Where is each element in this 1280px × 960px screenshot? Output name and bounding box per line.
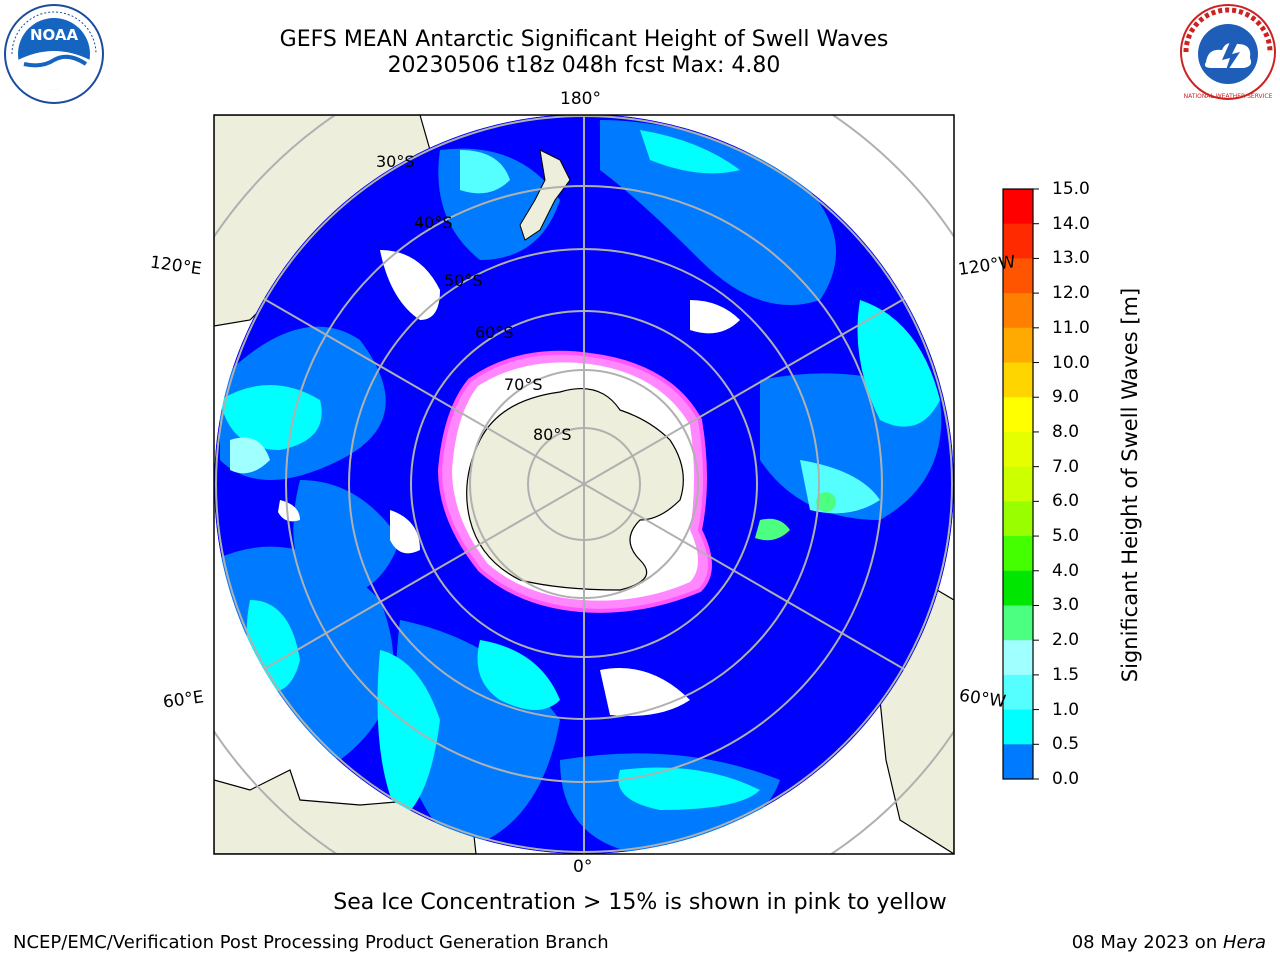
lon-label-0: 0° [573, 857, 593, 877]
chart-subtitle: 20230506 t18z 048h fcst Max: 4.80 [387, 53, 781, 78]
noaa-logo-text: NOAA [30, 26, 79, 44]
continent-africa [214, 769, 477, 854]
colorbar-segment [1003, 605, 1033, 641]
footer-host: Hera [1222, 932, 1266, 953]
lat-label-80s: 80°S [533, 425, 572, 444]
colorbar-segment [1003, 466, 1033, 502]
footer-date: 08 May 2023 on Hera [1072, 932, 1266, 953]
colorbar-segment [1003, 431, 1033, 468]
chart-title: GEFS MEAN Antarctic Significant Height o… [279, 27, 889, 52]
colorbar-tick-label: 8.0 [1052, 421, 1080, 442]
colorbar-tick-label: 15.0 [1052, 179, 1090, 199]
colorbar-segment [1003, 570, 1033, 606]
lat-label-70s: 70°S [504, 375, 543, 394]
colorbar-tick-label: 6.0 [1052, 491, 1080, 512]
footer-date-text: 08 May 2023 on [1071, 932, 1223, 953]
colorbar-frame [1002, 188, 1034, 780]
colorbar-tick-label: 4.0 [1052, 560, 1080, 581]
noaa-logo: NOAA [2, 2, 106, 110]
footer-credit: NCEP/EMC/Verification Post Processing Pr… [13, 932, 609, 953]
colorbar-tick-label: 13.0 [1052, 248, 1090, 269]
colorbar-segment [1003, 744, 1033, 780]
colorbar-tick-label: 11.0 [1052, 317, 1090, 338]
colorbar-tick-label: 1.0 [1052, 699, 1080, 720]
colorbar-tick-label: 10.0 [1052, 352, 1090, 373]
sea-ice-caption: Sea Ice Concentration > 15% is shown in … [333, 890, 947, 915]
colorbar-tick-label: 14.0 [1052, 213, 1090, 234]
colorbar-segment [1003, 501, 1033, 537]
colorbar-segment [1003, 258, 1033, 294]
lat-label-40s: 40°S [414, 213, 453, 232]
colorbar-title: Significant Height of Swell Waves [m] [1118, 287, 1142, 683]
lat-label-50s: 50°S [444, 271, 483, 290]
colorbar-segment [1003, 709, 1033, 745]
colorbar-tick-label: 3.0 [1052, 595, 1080, 616]
colorbar-segment [1003, 293, 1033, 329]
lon-label-180: 180° [560, 89, 601, 109]
colorbar-tick-label: 9.0 [1052, 387, 1080, 408]
colorbar-tick-label: 12.0 [1052, 283, 1090, 304]
colorbar-tick-label: 5.0 [1052, 526, 1080, 547]
colorbar-segment [1003, 189, 1033, 225]
colorbar-segment [1003, 640, 1033, 676]
swell-field [214, 115, 954, 854]
colorbar-segment [1003, 327, 1033, 364]
colorbar-tick-label: 1.5 [1052, 664, 1080, 685]
colorbar-segment [1003, 674, 1033, 711]
colorbar-tick-label: 0.5 [1052, 734, 1080, 755]
nws-logo: NATIONAL WEATHER SERVICE [1178, 2, 1278, 106]
map-frame [213, 114, 955, 855]
lat-label-60s: 60°S [475, 323, 514, 342]
colorbar-segment [1003, 223, 1033, 259]
colorbar-segment [1003, 362, 1033, 398]
colorbar-tick-label: 7.0 [1052, 456, 1080, 477]
nws-logo-text: NATIONAL WEATHER SERVICE [1184, 93, 1273, 100]
colorbar-segment [1003, 397, 1033, 433]
colorbar-tick-label: 2.0 [1052, 630, 1080, 651]
colorbar [1003, 188, 1039, 780]
colorbar-tick-label: 0.0 [1052, 769, 1080, 789]
longitude-gridlines [214, 115, 954, 854]
lat-label-30s: 30°S [376, 152, 415, 171]
colorbar-segment [1003, 536, 1033, 572]
